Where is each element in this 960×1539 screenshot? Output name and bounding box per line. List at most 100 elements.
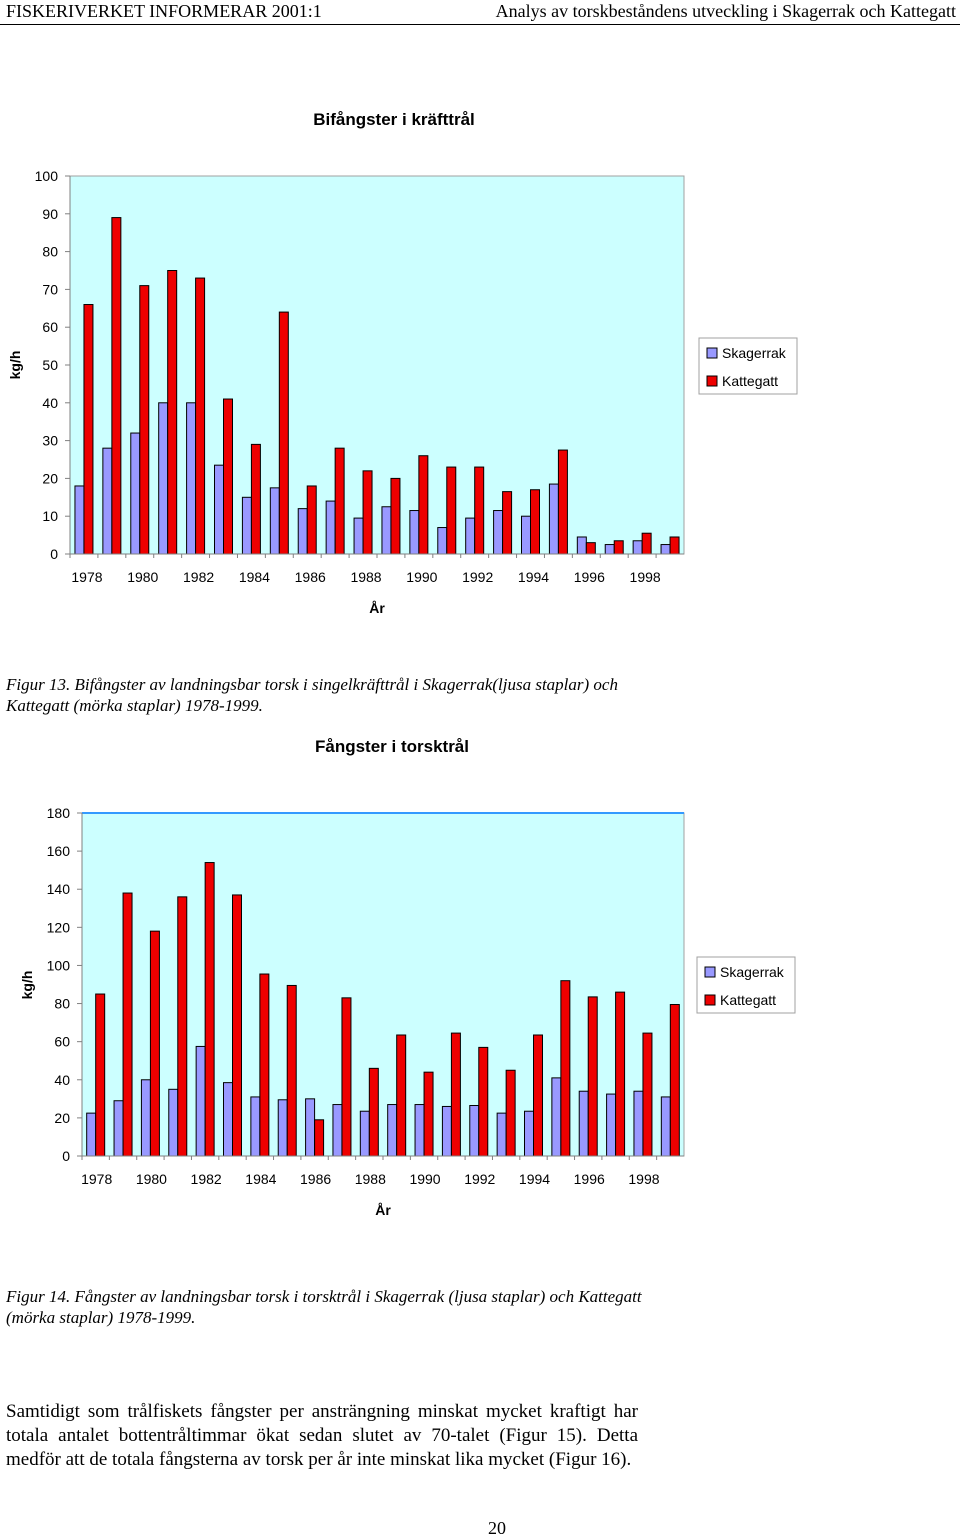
bar-kattegatt-1992 xyxy=(478,1046,489,1157)
legend-label-kattegatt: Kattegatt xyxy=(722,373,778,389)
bar-skagerrak-1984 xyxy=(250,1096,261,1157)
bar-skagerrak-1988 xyxy=(359,1110,370,1157)
y-tick-label: 0 xyxy=(62,1148,70,1164)
bar-kattegatt-1989 xyxy=(396,1034,407,1157)
bar-skagerrak-1982 xyxy=(195,1045,206,1157)
bar-skagerrak-1991 xyxy=(437,527,448,555)
y-axis-label: kg/h xyxy=(7,351,23,380)
header-rule xyxy=(0,24,960,25)
bar-skagerrak-1994 xyxy=(521,515,531,555)
bar-kattegatt-1995 xyxy=(557,449,568,555)
bar-skagerrak-1980 xyxy=(140,1079,151,1157)
figure-13-caption: Figur 13. Bifångster av landningsbar tor… xyxy=(6,675,618,715)
bar-kattegatt-1996 xyxy=(585,542,596,555)
bar-skagerrak-1996 xyxy=(576,536,587,555)
bar-kattegatt-1998 xyxy=(642,1032,653,1157)
bar-skagerrak-1985 xyxy=(269,487,280,555)
legend-label-kattegatt: Kattegatt xyxy=(720,992,776,1008)
bar-kattegatt-1993 xyxy=(505,1069,516,1157)
y-axis-label: kg/h xyxy=(19,971,35,1000)
bar-skagerrak-1988 xyxy=(353,517,364,555)
bar-skagerrak-1987 xyxy=(332,1104,343,1157)
bar-kattegatt-1997 xyxy=(613,540,624,555)
bar-kattegatt-1987 xyxy=(334,447,345,555)
bar-skagerrak-1985 xyxy=(277,1099,288,1157)
x-tick-label: 1986 xyxy=(300,1171,331,1187)
bar-kattegatt-1999 xyxy=(669,1004,680,1157)
bar-skagerrak-1990 xyxy=(414,1104,425,1157)
y-tick-label: 20 xyxy=(54,1110,70,1126)
bar-kattegatt-1991 xyxy=(446,466,457,555)
bar-kattegatt-1983 xyxy=(223,398,233,555)
chart-title: Fångster i torsktrål xyxy=(315,737,469,756)
x-tick-label: 1984 xyxy=(245,1171,276,1187)
x-tick-label: 1990 xyxy=(409,1171,440,1187)
bar-kattegatt-1987 xyxy=(341,997,352,1157)
y-tick-label: 60 xyxy=(42,319,58,335)
bar-kattegatt-1979 xyxy=(111,217,122,555)
bar-kattegatt-1984 xyxy=(259,973,270,1157)
y-tick-label: 180 xyxy=(47,805,71,821)
y-tick-label: 80 xyxy=(54,996,70,1012)
bar-kattegatt-1981 xyxy=(167,270,178,555)
bar-skagerrak-1979 xyxy=(102,447,113,555)
legend-label-skagerrak: Skagerrak xyxy=(720,964,785,980)
bar-skagerrak-1989 xyxy=(381,506,392,555)
page-number: 20 xyxy=(488,1518,506,1538)
bar-skagerrak-1999 xyxy=(660,1096,671,1157)
bar-skagerrak-1998 xyxy=(633,1090,644,1157)
bar-kattegatt-1994 xyxy=(530,489,540,555)
bar-skagerrak-1989 xyxy=(387,1104,398,1157)
bar-kattegatt-1997 xyxy=(615,991,626,1157)
bar-kattegatt-1982 xyxy=(204,862,215,1157)
y-tick-label: 50 xyxy=(42,357,58,373)
bar-kattegatt-1978 xyxy=(95,993,106,1157)
legend-swatch-skagerrak xyxy=(704,966,716,978)
bar-kattegatt-1992 xyxy=(474,466,485,555)
y-tick-label: 80 xyxy=(42,244,58,260)
x-tick-label: 1986 xyxy=(295,569,326,585)
bar-kattegatt-1995 xyxy=(560,980,571,1157)
bar-skagerrak-1995 xyxy=(548,483,559,555)
bar-skagerrak-1997 xyxy=(604,544,615,555)
bar-skagerrak-1993 xyxy=(496,1112,507,1157)
bar-skagerrak-1991 xyxy=(441,1105,452,1157)
y-tick-label: 30 xyxy=(42,433,58,449)
x-tick-label: 1984 xyxy=(239,569,270,585)
y-tick-label: 70 xyxy=(42,281,58,297)
bar-kattegatt-1986 xyxy=(306,485,317,555)
bar-kattegatt-1982 xyxy=(195,277,206,555)
y-tick-label: 0 xyxy=(50,546,58,562)
x-tick-label: 1980 xyxy=(136,1171,167,1187)
bar-kattegatt-1998 xyxy=(641,532,652,555)
bar-kattegatt-1980 xyxy=(139,285,150,555)
chart-bifangster-krafttral: Bifångster i kräfttrål 0 10 20 30 40 50 60 70 80 9… xyxy=(7,110,798,616)
page-header: FISKERIVERKET INFORMERAR 2001:1 Analys a… xyxy=(0,0,960,25)
figure-14-caption: Figur 14. Fångster av landningsbar torsk… xyxy=(6,1287,642,1327)
bar-kattegatt-1985 xyxy=(278,311,289,555)
bar-kattegatt-1984 xyxy=(250,443,261,555)
bar-skagerrak-1983 xyxy=(223,1082,233,1157)
legend-swatch-kattegatt xyxy=(706,375,718,387)
x-tick-label: 1996 xyxy=(574,569,605,585)
x-tick-label: 1978 xyxy=(71,569,102,585)
bar-kattegatt-1981 xyxy=(177,896,188,1157)
bar-skagerrak-1982 xyxy=(186,402,197,555)
x-tick-label: 1990 xyxy=(406,569,437,585)
bar-kattegatt-1985 xyxy=(286,984,297,1157)
bar-kattegatt-1999 xyxy=(669,536,680,555)
bar-skagerrak-1992 xyxy=(469,1105,480,1157)
body-paragraph: Samtidigt som trålfiskets fångster per a… xyxy=(6,1401,638,1470)
bar-kattegatt-1991 xyxy=(450,1032,461,1157)
bar-skagerrak-1978 xyxy=(86,1112,97,1157)
legend-swatch-skagerrak xyxy=(706,347,718,359)
y-tick-label: 40 xyxy=(42,395,58,411)
bar-kattegatt-1978 xyxy=(83,304,94,555)
bar-skagerrak-1997 xyxy=(606,1093,617,1157)
y-tick-label: 140 xyxy=(47,881,71,897)
x-tick-label: 1994 xyxy=(519,1171,550,1187)
x-tick-label: 1996 xyxy=(574,1171,605,1187)
y-tick-label: 160 xyxy=(47,843,71,859)
bar-kattegatt-1989 xyxy=(390,477,401,555)
x-tick-label: 1992 xyxy=(462,569,493,585)
